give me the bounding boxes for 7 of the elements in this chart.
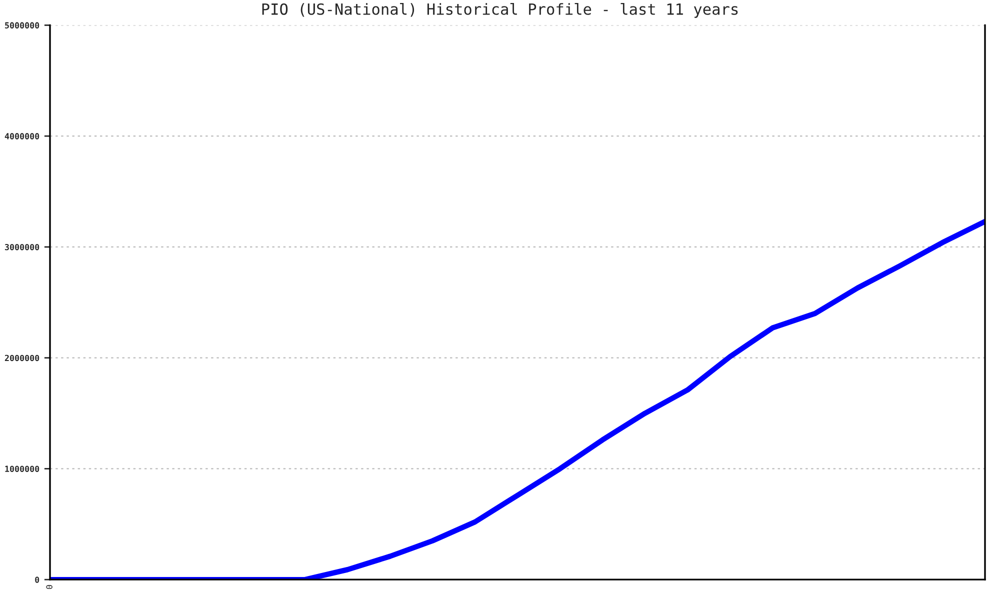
y-tick-label: 2000000 (4, 354, 40, 362)
chart-title: PIO (US-National) Historical Profile - last 11 years (262, 3, 738, 18)
y-tick-label: 3000000 (4, 244, 40, 250)
y-tick-label: 5000000 (5, 22, 40, 28)
y-tick-label: 4000000 (4, 133, 40, 140)
y-tick-label: 1000000 (5, 466, 40, 472)
y-tick-label: 0 (35, 576, 40, 583)
